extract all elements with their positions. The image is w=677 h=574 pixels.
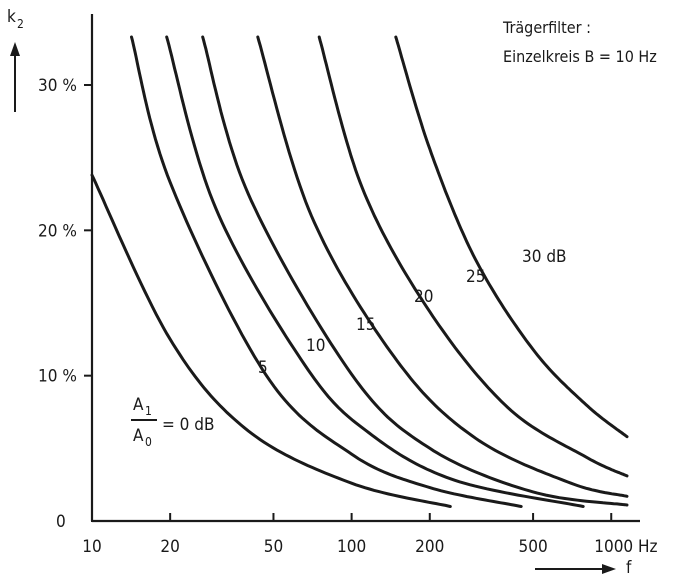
x-tick-label: 500 xyxy=(518,537,547,557)
y-tick-label: 0 xyxy=(56,512,66,532)
curve-label-5: 25 xyxy=(466,267,485,287)
x-tick-label: 200 xyxy=(415,537,444,557)
curve-label-0: = 0 dB xyxy=(162,415,214,435)
curve-6 xyxy=(394,35,629,439)
fraction-denominator: A xyxy=(133,426,144,446)
curve-5 xyxy=(317,35,629,478)
annotation-line-2: Einzelkreis B = 10 Hz xyxy=(503,47,657,66)
x-tick-label: 50 xyxy=(264,537,283,557)
curve-3 xyxy=(201,35,629,507)
curve-0 xyxy=(90,173,452,508)
y-axis-arrow-head xyxy=(10,42,20,56)
curve-2 xyxy=(165,35,585,508)
x-tick-label: 100 xyxy=(337,537,366,557)
y-axis-label-sub: 2 xyxy=(17,17,24,31)
fraction-denominator-sub: 0 xyxy=(145,435,152,449)
curve-label-6: 30 dB xyxy=(522,247,567,267)
curves xyxy=(90,35,629,508)
fraction-numerator-sub: 1 xyxy=(145,404,152,418)
y-tick-label: 30 % xyxy=(38,76,77,96)
x-tick-label: 10 xyxy=(82,537,101,557)
x-axis-arrow-head xyxy=(602,564,616,574)
y-axis-label: k xyxy=(7,7,16,27)
x-axis-label: f xyxy=(626,558,632,574)
curve-label-3: 15 xyxy=(356,315,375,335)
curve-4 xyxy=(256,35,629,498)
y-tick-label: 20 % xyxy=(38,221,77,241)
curve-label-2: 10 xyxy=(306,336,325,356)
curve-1 xyxy=(130,35,523,508)
x-tick-label: 20 xyxy=(160,537,179,557)
fraction-numerator: A xyxy=(133,395,144,415)
annotation-line-1: Trägerfilter : xyxy=(502,18,591,37)
curve-label-4: 20 xyxy=(414,287,433,307)
curve-label-1: 5 xyxy=(258,358,268,378)
x-tick-label: 1000 Hz xyxy=(594,537,657,557)
y-tick-label: 10 % xyxy=(38,367,77,387)
